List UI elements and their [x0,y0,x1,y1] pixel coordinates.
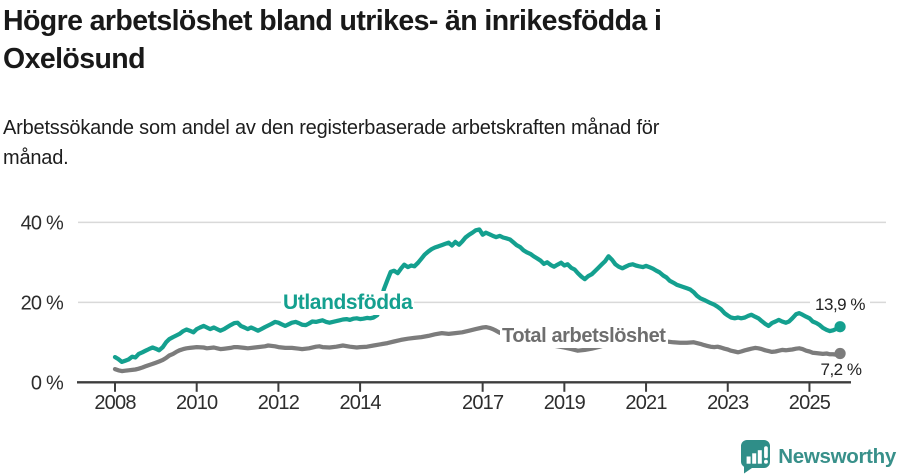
x-tick-label: 2023 [707,392,749,414]
end-value-utlandsfodda: 13,9 % [810,295,870,315]
x-tick-label: 2012 [258,392,300,414]
subtitle-line-1: Arbetssökande som andel av den registerb… [3,117,660,139]
x-tick-label: 2008 [94,392,136,414]
series-end-dot [834,321,846,333]
chart-subtitle: Arbetssökande som andel av den registerb… [3,113,733,173]
end-value-total: 7,2 % [813,360,869,380]
newsworthy-logo: Newsworthy [741,439,896,474]
subtitle-line-2: månad. [3,147,69,169]
series-label-total-arbetsloshet: Total arbetslöshet [500,325,668,348]
y-tick-label: 20 % [21,292,64,314]
newsworthy-bubble-chart-icon [741,439,771,473]
series-label-utlandsfodda: Utlandsfödda [281,291,415,315]
x-tick-label: 2017 [462,392,504,414]
series-line-total-arbetsl-shet [112,324,843,374]
y-tick-label: 40 % [21,212,64,234]
x-tick-label: 2021 [625,392,667,414]
x-tick-label: 2014 [339,392,381,414]
x-tick-label: 2019 [544,392,586,414]
series-end-dot [834,347,846,360]
title-line-1: Högre arbetslöshet bland utrikes- än inr… [3,5,662,37]
title-line-2: Oxelösund [3,43,145,75]
y-tick-label: 0 % [31,372,64,394]
series-line-utlandsf-dda [112,227,843,365]
page-title: Högre arbetslöshet bland utrikes- än inr… [3,2,833,78]
x-tick-label: 2025 [789,392,831,414]
x-tick-label: 2010 [176,392,218,414]
brand-name: Newsworthy [778,444,896,468]
